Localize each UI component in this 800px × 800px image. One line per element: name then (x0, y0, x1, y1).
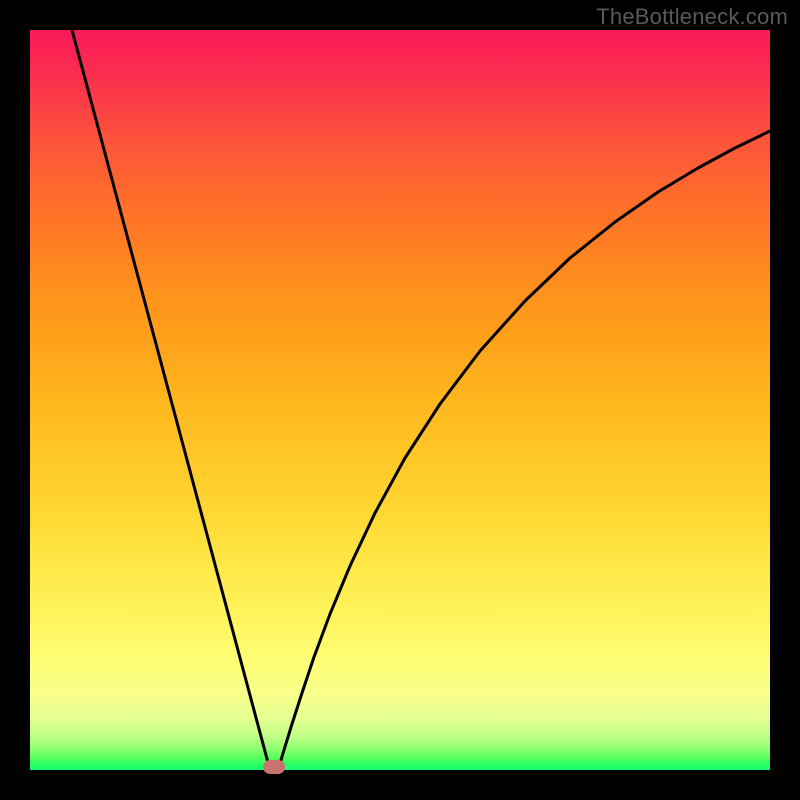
curve-svg (30, 30, 770, 770)
chart-container: TheBottleneck.com (0, 0, 800, 800)
watermark-text: TheBottleneck.com (596, 4, 788, 30)
minimum-marker (263, 760, 285, 774)
plot-area (30, 30, 770, 770)
curve-right-branch (278, 131, 770, 770)
curve-left-branch (72, 30, 270, 770)
